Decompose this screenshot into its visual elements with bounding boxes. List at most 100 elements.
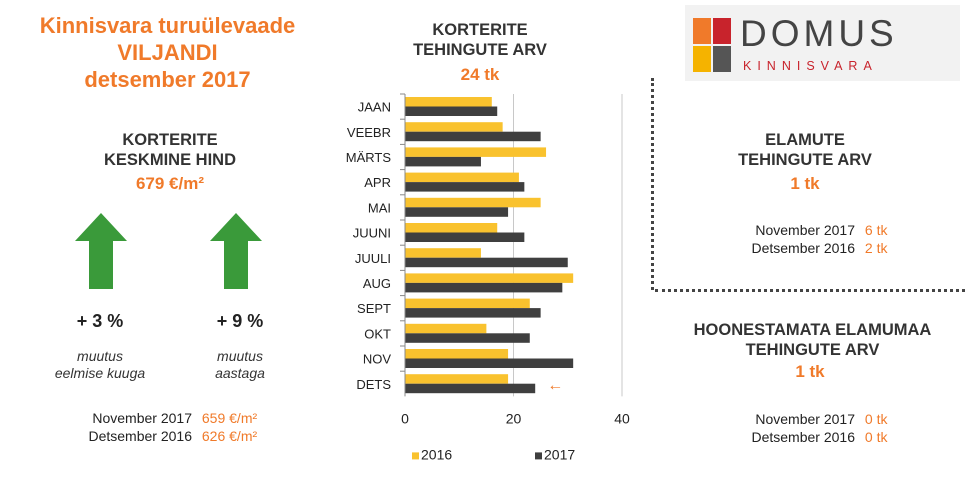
change-month-note: muutus eelmise kuuga bbox=[40, 348, 160, 382]
title-line-2: VILJANDI bbox=[117, 40, 218, 65]
bar-2017-juuni bbox=[405, 232, 525, 242]
avg-price-title-line-2: KESKMINE HIND bbox=[103, 151, 236, 169]
bar-2017-aug bbox=[405, 282, 563, 293]
arrow-up-year-icon bbox=[210, 213, 262, 289]
bar-2016-veebr bbox=[405, 122, 503, 132]
bar-2016-juuli bbox=[405, 248, 481, 258]
land-value: 1 tk bbox=[795, 362, 825, 381]
compare-row: Detsember 2016 626 €/m² bbox=[62, 427, 257, 445]
compare-label: Detsember 2016 bbox=[751, 429, 855, 445]
bar-2017-veebr bbox=[405, 131, 541, 142]
category-label: MAI bbox=[368, 200, 391, 215]
compare-label: November 2017 bbox=[755, 222, 855, 238]
category-label: DETS bbox=[356, 377, 391, 392]
land-title-line-2: TEHINGUTE ARV bbox=[745, 341, 880, 359]
compare-row: November 2017 659 €/m² bbox=[62, 409, 257, 427]
compare-row: November 2017 6 tk bbox=[730, 221, 887, 239]
compare-value: 2 tk bbox=[864, 240, 888, 256]
bar-2016-okt bbox=[405, 323, 487, 334]
apartments-title: KORTERITE TEHINGUTE ARV bbox=[380, 20, 580, 60]
apartments-bar-chart: JAAN VEEBR MÄRTS APR MAI JUUNI JUULI AUG SEPT OKT… bbox=[346, 93, 630, 462]
bar-2017-märts bbox=[405, 156, 481, 167]
avg-price-title-line-1: KORTERITE bbox=[122, 131, 218, 149]
compare-label: November 2017 bbox=[92, 410, 192, 426]
horizontal-divider bbox=[655, 289, 965, 292]
compare-value: 626 €/m² bbox=[201, 428, 258, 444]
category-label: OKT bbox=[364, 326, 391, 341]
compare-label: Detsember 2016 bbox=[88, 428, 192, 444]
houses-compare: November 2017 6 tk Detsember 2016 2 tk bbox=[730, 221, 887, 257]
x-tick-label: 40 bbox=[614, 410, 630, 426]
legend-swatch-2016 bbox=[412, 452, 419, 460]
bar-2016-sept bbox=[405, 298, 530, 309]
land-title-line-1: HOONESTAMATA ELAMUMAA bbox=[693, 321, 932, 339]
compare-label: Detsember 2016 bbox=[751, 240, 855, 256]
change-month-note-line-2: eelmise kuuga bbox=[54, 365, 146, 381]
houses-title-line-2: TEHINGUTE ARV bbox=[738, 151, 872, 169]
category-label: VEEBR bbox=[347, 125, 391, 140]
category-label: SEPT bbox=[357, 301, 391, 316]
vertical-divider bbox=[651, 78, 654, 290]
legend-label: 2016 bbox=[421, 446, 452, 462]
bar-2016-nov bbox=[405, 349, 509, 359]
apartments-title-line-2: TEHINGUTE ARV bbox=[413, 41, 547, 59]
bar-2017-okt bbox=[405, 333, 530, 343]
legend-swatch-2017 bbox=[535, 452, 542, 460]
houses-value: 1 tk bbox=[790, 174, 820, 193]
bar-2016-mai bbox=[405, 197, 541, 208]
apartments-title-line-1: KORTERITE bbox=[432, 21, 528, 39]
bar-2016-apr bbox=[405, 172, 519, 183]
change-year-value: + 9 % bbox=[216, 311, 264, 331]
bar-2017-nov bbox=[405, 358, 574, 368]
logo-subtitle: KINNISVARA bbox=[743, 59, 878, 73]
logo-wordmark: DOMUS bbox=[740, 13, 898, 54]
x-tick-label: 20 bbox=[506, 410, 522, 426]
bar-2017-mai bbox=[405, 207, 509, 217]
arrow-up-month-icon bbox=[75, 213, 127, 289]
bar-2017-dets bbox=[405, 383, 536, 394]
change-month-value: + 3 % bbox=[76, 311, 124, 331]
compare-label: November 2017 bbox=[755, 411, 855, 427]
category-label: JUUNI bbox=[353, 226, 391, 241]
compare-row: November 2017 0 tk bbox=[730, 410, 887, 428]
title-line-1: Kinnisvara turuülevaade bbox=[39, 13, 296, 38]
avg-price-value: 679 €/m² bbox=[135, 174, 205, 193]
category-label: MÄRTS bbox=[346, 150, 392, 165]
compare-row: Detsember 2016 2 tk bbox=[730, 239, 887, 257]
avg-price-compare: November 2017 659 €/m² Detsember 2016 62… bbox=[62, 409, 257, 445]
compare-value: 659 €/m² bbox=[201, 410, 258, 426]
avg-price-title: KORTERITE KESKMINE HIND bbox=[60, 130, 280, 170]
bar-2016-aug bbox=[405, 273, 574, 283]
apartments-value: 24 tk bbox=[460, 65, 500, 84]
bar-2017-juuli bbox=[405, 257, 568, 268]
houses-title-line-1: ELAMUTE bbox=[765, 131, 845, 149]
bar-2017-jaan bbox=[405, 106, 498, 116]
page-title: Kinnisvara turuülevaade VILJANDI detsemb… bbox=[0, 12, 335, 93]
land-title: HOONESTAMATA ELAMUMAA TEHINGUTE ARV bbox=[660, 320, 965, 360]
title-line-3: detsember 2017 bbox=[84, 67, 251, 92]
category-label: NOV bbox=[363, 352, 392, 367]
bar-2017-sept bbox=[405, 308, 541, 318]
category-label: AUG bbox=[363, 276, 391, 291]
change-month-note-line-1: muutus bbox=[77, 348, 123, 364]
annotation-arrow: ← bbox=[547, 377, 563, 394]
bar-2016-märts bbox=[405, 147, 547, 157]
compare-value: 6 tk bbox=[864, 222, 888, 238]
category-label: APR bbox=[364, 175, 391, 190]
bar-2016-juuni bbox=[405, 223, 498, 233]
bar-2016-dets bbox=[405, 374, 509, 384]
change-year-note-line-2: aastaga bbox=[215, 365, 265, 381]
x-tick-label: 0 bbox=[401, 410, 409, 426]
category-label: JUULI bbox=[355, 251, 391, 266]
category-label: JAAN bbox=[358, 100, 391, 115]
bar-2016-jaan bbox=[405, 97, 492, 107]
compare-value: 0 tk bbox=[864, 429, 888, 445]
domus-logo-icon bbox=[693, 18, 731, 72]
land-compare: November 2017 0 tk Detsember 2016 0 tk bbox=[730, 410, 887, 446]
compare-value: 0 tk bbox=[864, 411, 888, 427]
change-year-note-line-1: muutus bbox=[217, 348, 263, 364]
compare-row: Detsember 2016 0 tk bbox=[730, 428, 887, 446]
change-year-note: muutus aastaga bbox=[185, 348, 295, 382]
bar-2017-apr bbox=[405, 182, 525, 192]
houses-title: ELAMUTE TEHINGUTE ARV bbox=[705, 130, 905, 170]
